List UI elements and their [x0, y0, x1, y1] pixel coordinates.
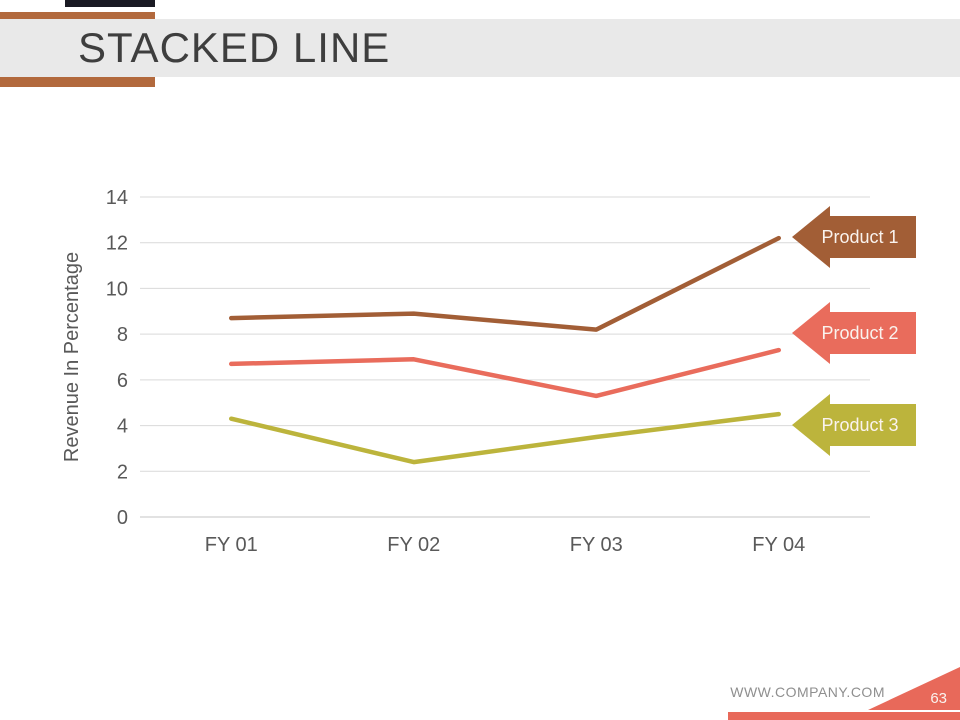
x-category-label: FY 04 [752, 534, 805, 556]
y-tick-label: 8 [117, 324, 128, 346]
y-axis-title: Revenue In Percentage [61, 252, 83, 462]
footer-bottom-bar [728, 712, 960, 720]
series-arrow-product-1 [792, 206, 916, 268]
header-orange-bar-bottom [0, 77, 155, 87]
series-line-product-3 [229, 411, 781, 465]
series-arrow-label: Product 2 [821, 323, 898, 343]
series-line-product-2 [229, 347, 781, 399]
page-number-badge: 63 [930, 690, 947, 707]
y-tick-label: 4 [117, 416, 128, 438]
series-arrow-label: Product 1 [821, 227, 898, 247]
x-category-label: FY 02 [387, 534, 440, 556]
series-arrow-label: Product 3 [821, 415, 898, 435]
y-tick-label: 2 [117, 461, 128, 483]
series-arrow-product-2 [792, 302, 916, 364]
series-arrow-product-3 [792, 394, 916, 456]
footer-corner-triangle [868, 667, 960, 710]
x-category-label: FY 01 [205, 534, 258, 556]
y-tick-label: 12 [106, 233, 128, 255]
page-title: STACKED LINE [78, 24, 391, 71]
header-dark-accent-bar [65, 0, 155, 7]
y-tick-label: 14 [106, 187, 128, 209]
header-title-band [0, 19, 960, 77]
y-tick-label: 10 [106, 278, 128, 300]
y-tick-label: 0 [117, 507, 128, 529]
footer-website: WWW.COMPANY.COM [730, 684, 885, 700]
x-category-label: FY 03 [570, 534, 623, 556]
y-tick-label: 6 [117, 370, 128, 392]
header-orange-bar-top [0, 12, 155, 19]
series-line-product-1 [229, 235, 781, 332]
